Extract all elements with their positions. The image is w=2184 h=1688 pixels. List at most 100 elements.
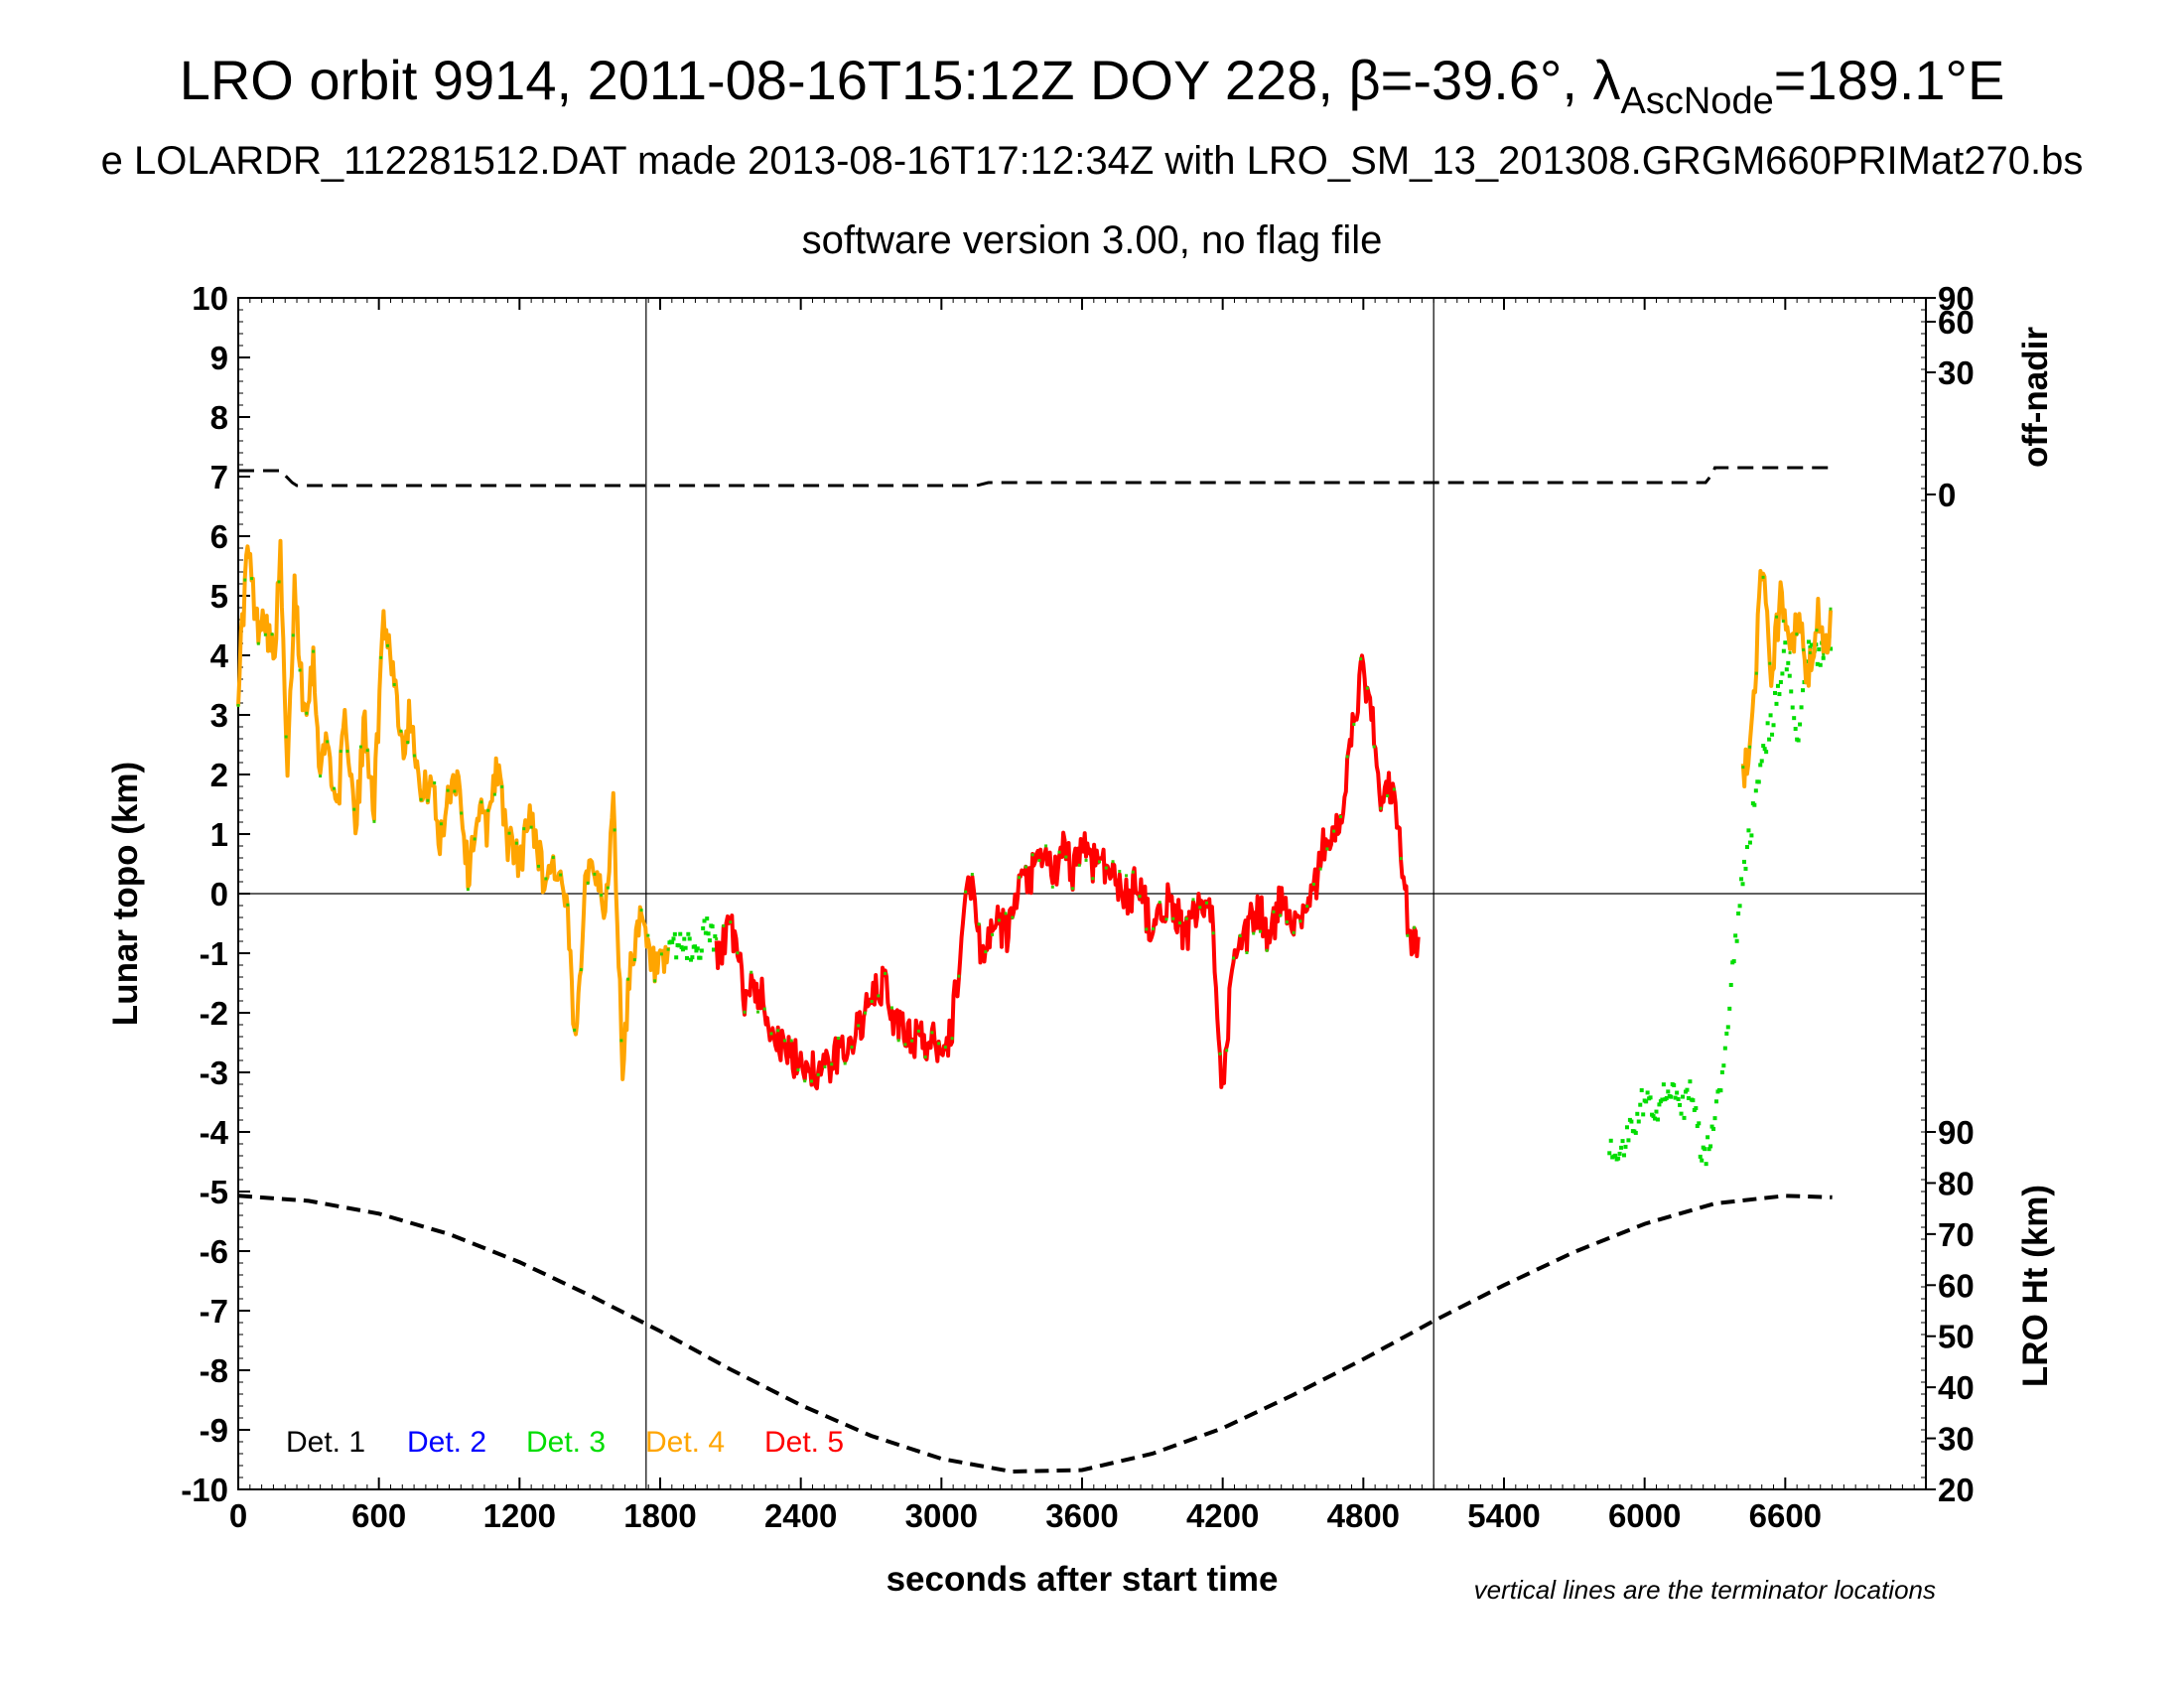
topo-point [372,819,376,823]
topo-point [823,1064,827,1068]
topo-point [1607,1151,1612,1156]
topo-point [529,825,533,829]
topo-point [1152,926,1156,930]
topo-point [298,668,302,672]
topo-point [1801,688,1806,693]
topo-point [1332,829,1336,833]
topo-point [670,940,675,945]
topo-point [1775,615,1779,619]
chart-title: LRO orbit 9914, 2011-08-16T15:12Z DOY 22… [180,49,2005,122]
topo-point [1770,732,1775,737]
topo-point [1673,1095,1678,1100]
topo-point [1761,744,1766,749]
topo-point [236,703,240,707]
topo-point [1758,763,1763,768]
topo-point [606,886,610,890]
topo-point [1325,847,1329,851]
topo-point [1231,956,1235,960]
topo-point [1768,661,1772,665]
y-tick-label: 9 [210,340,228,376]
topo-point [1145,927,1149,931]
topo-point [1731,959,1736,964]
topo-point [1365,686,1369,690]
topo-point [1171,916,1175,920]
topo-point [1359,657,1363,661]
topo-point [1691,1098,1696,1103]
topo-point [1638,1102,1643,1107]
topo-point [690,955,695,960]
topo-point [1767,737,1772,742]
topo-point [1697,1121,1702,1126]
topo-point [1694,1106,1699,1111]
topo-point [1706,1147,1711,1152]
topo-point [889,1006,893,1010]
topo-point [923,1055,927,1059]
topo-point [1744,845,1749,850]
legend-item-det3: Det. 3 [526,1426,606,1459]
topo-point [707,938,712,943]
off-nadir-tick-label: 0 [1938,477,1956,513]
topo-point [1761,575,1765,579]
topo-point [1792,716,1797,721]
topo-point [385,643,389,647]
topo-point [870,1000,874,1004]
chart-subtitle-2: software version 3.00, no flag file [802,218,1383,262]
topo-point [392,682,396,686]
topo-point [713,934,718,939]
topo-overlay-points-4 [1741,575,1833,770]
topo-point [937,1042,941,1046]
y-tick-label: 6 [210,518,228,555]
y-tick-label: -9 [200,1412,228,1449]
topo-point [1077,863,1081,867]
topo-point [699,948,704,953]
topo-point [1252,931,1256,935]
topo-point [679,945,684,950]
off-nadir-line [238,466,1833,488]
topo-point [559,873,563,877]
topo-point [1802,647,1806,651]
topo-point [1771,723,1776,728]
topo-point [1672,1082,1677,1087]
y-tick-label: 8 [210,399,228,436]
topo-point [1225,1049,1229,1053]
topo-point [1644,1099,1649,1104]
topo-point [1272,910,1276,914]
topo-point [1725,1025,1730,1030]
topo-point [1305,905,1309,909]
topo-point [1682,1115,1687,1120]
topo-point [537,864,541,868]
topo-point [1719,1069,1724,1074]
topo-point [977,922,981,926]
y-tick-label: 0 [210,876,228,913]
topo-point [426,798,430,802]
topo-point [379,655,383,659]
topo-point [1681,1094,1686,1099]
topo-trace-det4-0 [236,538,671,1081]
topo-point [1711,1126,1716,1131]
topo-point [1808,650,1812,654]
topo-point [1030,853,1034,857]
topo-point [551,856,555,860]
topo-point [1783,640,1788,645]
topo-point [1669,1094,1674,1099]
topo-point [1741,766,1745,770]
topo-point [711,947,716,952]
off-nadir-tick-label: 30 [1938,354,1975,391]
topo-points-det3-3 [1607,633,1834,1167]
x-tick-label: 1200 [483,1497,556,1534]
topo-point [653,979,657,983]
topo-point [1004,912,1008,915]
topo-point [964,890,968,894]
chart-subtitle: e LOLARDR_112281512.DAT made 2013-08-16T… [101,139,2084,183]
topo-point [1700,1158,1705,1163]
topo-point [619,1039,623,1043]
off-nadir-tick-label: 90 [1938,280,1975,317]
topo-point [1138,895,1142,899]
topo-point [1177,921,1181,925]
topo-point [1392,787,1396,791]
topo-point [1781,620,1785,624]
topo-point [579,968,583,972]
topo-point [722,923,726,927]
topo-point [600,893,604,897]
topo-point [1721,1063,1726,1068]
